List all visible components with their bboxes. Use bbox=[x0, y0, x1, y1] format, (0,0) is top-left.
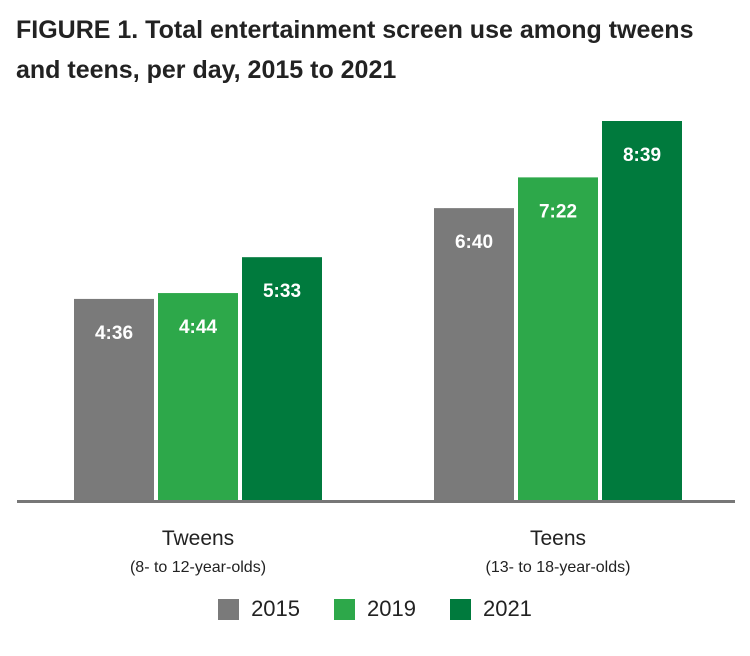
bar-tweens-2019 bbox=[158, 293, 238, 501]
bar-tweens-2015 bbox=[74, 298, 154, 501]
bar-value-label-tweens-2019: 4:44 bbox=[179, 317, 217, 338]
legend-swatch-2019 bbox=[334, 598, 356, 620]
legend-item-2021: 2021 bbox=[449, 596, 532, 622]
bar-teens-2015 bbox=[434, 208, 514, 501]
legend-label-2021: 2021 bbox=[482, 596, 532, 621]
legend-swatch-2015 bbox=[218, 598, 240, 620]
bar-value-label-tweens-2015: 4:36 bbox=[95, 323, 133, 344]
legend-item-2015: 2015 bbox=[218, 596, 300, 622]
bar-teens-2021 bbox=[602, 121, 682, 501]
bar-value-label-teens-2021: 8:39 bbox=[623, 145, 661, 166]
bar-chart: 4:36 4:44 5:33 Tweens (8- to 12-year-olds) 6:… bbox=[17, 121, 735, 576]
category-label-teens: Teens bbox=[530, 527, 586, 550]
legend-item-2019: 2019 bbox=[334, 596, 416, 622]
bar-value-label-teens-2019: 7:22 bbox=[539, 201, 577, 222]
legend-swatch-2021 bbox=[449, 598, 471, 620]
category-sublabel-tweens: (8- to 12-year-olds) bbox=[130, 559, 266, 576]
category-sublabel-teens: (13- to 18-year-olds) bbox=[486, 559, 631, 576]
chart-title: FIGURE 1. Total entertainment screen use… bbox=[16, 16, 694, 84]
legend-label-2015: 2015 bbox=[251, 596, 301, 621]
bar-teens-2019 bbox=[518, 177, 598, 501]
x-axis-baseline bbox=[17, 500, 735, 503]
bar-tweens-2021 bbox=[242, 257, 322, 501]
chart-legend: 2015 2019 2021 bbox=[0, 596, 750, 622]
legend-label-2019: 2019 bbox=[367, 596, 416, 621]
bar-value-label-teens-2015: 6:40 bbox=[455, 232, 493, 253]
category-label-tweens: Tweens bbox=[162, 527, 234, 550]
bar-value-label-tweens-2021: 5:33 bbox=[263, 281, 301, 302]
